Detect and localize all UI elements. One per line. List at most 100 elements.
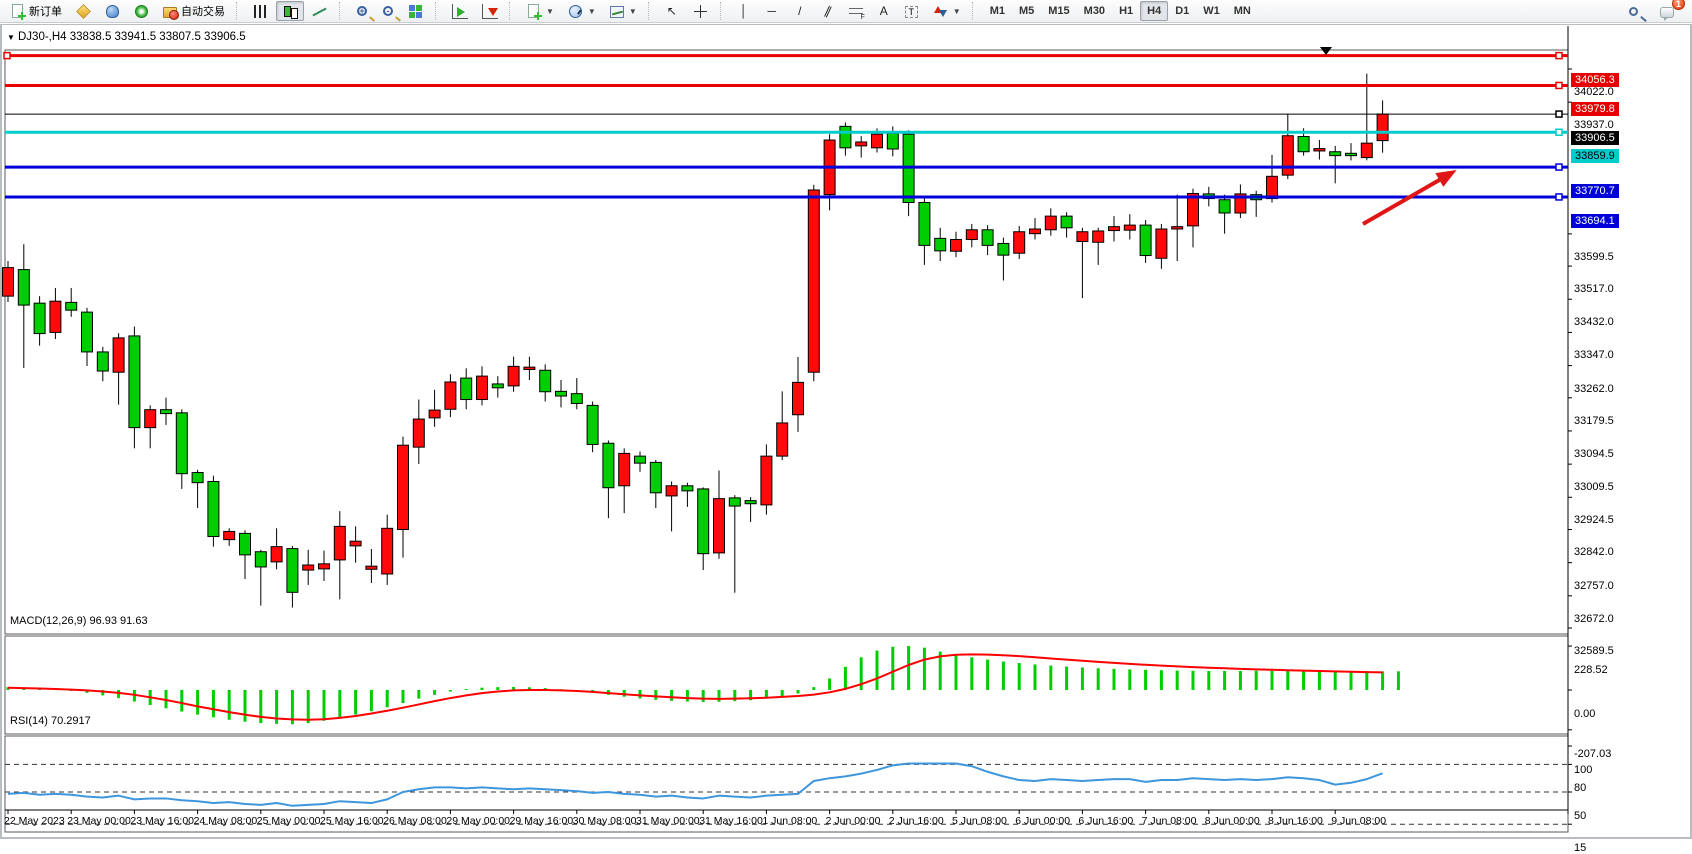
community-button[interactable] bbox=[99, 1, 126, 21]
candle bbox=[555, 380, 567, 408]
new-order-icon bbox=[12, 4, 26, 20]
vertical-line-button[interactable]: │ bbox=[731, 1, 757, 21]
zoom-out-button[interactable]: - bbox=[376, 1, 400, 21]
fibonacci-icon bbox=[848, 5, 865, 21]
search-icon bbox=[1629, 6, 1638, 16]
templates-button[interactable]: ▼ bbox=[604, 1, 643, 21]
auto-scroll-button[interactable] bbox=[446, 1, 474, 21]
signals-button[interactable] bbox=[128, 1, 155, 21]
timeframe-group: M1 M5 M15 M30 H1 H4 D1 W1 MN bbox=[983, 1, 1258, 21]
trend-arrow-object[interactable] bbox=[1362, 173, 1449, 226]
timeframe-m30-button[interactable]: M30 bbox=[1083, 5, 1106, 17]
timeframe-m5-button[interactable]: M5 bbox=[1018, 5, 1035, 17]
line-handle[interactable] bbox=[1555, 193, 1563, 201]
line-handle[interactable] bbox=[3, 51, 11, 60]
cursor-button[interactable]: ↖ bbox=[659, 1, 685, 21]
auto-trading-button[interactable]: 自动交易 bbox=[157, 1, 231, 21]
time-axis-label: 31 May 00:00 bbox=[636, 815, 700, 827]
price-axis-tick: 33599.5 bbox=[1574, 250, 1614, 263]
candle bbox=[2, 261, 14, 302]
candle bbox=[1345, 143, 1357, 161]
rsi-axis-label: 80 bbox=[1574, 782, 1587, 795]
line-handle[interactable] bbox=[1555, 110, 1563, 118]
candle bbox=[254, 549, 267, 606]
timeframe-w1-button[interactable]: W1 bbox=[1203, 5, 1220, 17]
pane-border bbox=[4, 735, 1569, 833]
candle bbox=[1123, 214, 1136, 240]
time-axis-label: 31 May 16:00 bbox=[699, 815, 763, 827]
chevron-down-icon: ▼ bbox=[952, 6, 961, 16]
timeframe-m1-button[interactable]: M1 bbox=[989, 5, 1005, 17]
chevron-down-icon: ▼ bbox=[628, 6, 637, 16]
indicators-button[interactable]: ▼ bbox=[520, 1, 560, 21]
auto-trading-icon bbox=[163, 6, 179, 20]
candle bbox=[412, 399, 425, 464]
trendline-button[interactable]: / bbox=[787, 1, 813, 21]
line-handle[interactable] bbox=[1555, 128, 1563, 137]
candle bbox=[1029, 218, 1041, 240]
candle bbox=[491, 376, 504, 398]
line-handle[interactable] bbox=[1555, 51, 1563, 60]
timeframe-d1-button[interactable]: D1 bbox=[1175, 5, 1190, 17]
candle bbox=[807, 184, 820, 382]
bar-chart-icon bbox=[254, 4, 267, 18]
tile-windows-icon bbox=[408, 4, 424, 19]
text-button[interactable]: A bbox=[871, 1, 897, 21]
candle bbox=[33, 296, 46, 346]
rsi-axis-label: 15 bbox=[1574, 842, 1587, 854]
toolbar-separator bbox=[339, 2, 345, 20]
line-handle[interactable] bbox=[1555, 81, 1563, 90]
new-order-button[interactable]: 新订单 bbox=[4, 1, 68, 21]
time-axis-label: 6 Jun 16:00 bbox=[1078, 815, 1134, 827]
pane-border bbox=[4, 635, 1569, 735]
arrows-button[interactable]: ▼ bbox=[926, 1, 967, 21]
candle bbox=[760, 444, 773, 515]
tile-windows-button[interactable] bbox=[402, 1, 430, 21]
timeframe-mn-button[interactable]: MN bbox=[1233, 5, 1251, 17]
price-axis-tick: 33937.0 bbox=[1574, 119, 1614, 132]
chart-shift-button[interactable] bbox=[476, 1, 504, 21]
candle bbox=[191, 469, 204, 509]
line-chart-button[interactable] bbox=[306, 1, 334, 21]
candlestick-chart-button[interactable] bbox=[276, 1, 304, 21]
text-label-button[interactable]: T bbox=[899, 1, 924, 21]
crosshair-button[interactable] bbox=[687, 1, 715, 21]
time-axis-label: 23 May 00:00 bbox=[67, 815, 131, 827]
new-order-label: 新订单 bbox=[29, 6, 62, 18]
zoom-in-button[interactable]: + bbox=[350, 1, 374, 21]
macd-indicator-label: MACD(12,26,9) 96.93 91.63 bbox=[10, 615, 148, 627]
candle bbox=[96, 346, 109, 382]
text-label-icon: T bbox=[904, 5, 918, 18]
candle bbox=[839, 122, 852, 156]
candle bbox=[665, 481, 678, 532]
timeframe-h4-button[interactable]: H4 bbox=[1140, 1, 1169, 21]
auto-trading-label: 自动交易 bbox=[181, 6, 225, 18]
candle bbox=[855, 136, 868, 158]
chat-button[interactable]: 1 bbox=[1654, 0, 1685, 21]
periods-button[interactable]: ▼ bbox=[562, 1, 602, 21]
candle bbox=[1234, 184, 1247, 219]
channel-button[interactable]: ∥ bbox=[815, 1, 841, 21]
horizontal-line-icon: ─ bbox=[767, 3, 777, 18]
trend-arrow-head[interactable] bbox=[1435, 170, 1457, 187]
chart-canvas[interactable] bbox=[0, 24, 1692, 839]
macd-signal-line bbox=[7, 653, 1383, 721]
horizontal-line-button[interactable]: ─ bbox=[759, 1, 785, 21]
candle bbox=[239, 530, 251, 580]
chevron-down-icon: ▼ bbox=[546, 6, 554, 16]
chart-window[interactable]: ▼ DJ30-,H4 33838.5 33941.5 33807.5 33906… bbox=[0, 24, 1692, 854]
clock-icon bbox=[568, 4, 582, 18]
candle bbox=[444, 374, 457, 418]
bar-chart-button[interactable] bbox=[247, 1, 274, 21]
price-axis-tick: 33262.0 bbox=[1574, 382, 1614, 395]
styler-button[interactable] bbox=[70, 1, 97, 21]
line-handle[interactable] bbox=[1555, 163, 1563, 171]
search-button[interactable] bbox=[1621, 1, 1646, 21]
candle bbox=[507, 356, 520, 392]
triangle-marker[interactable] bbox=[1320, 47, 1332, 55]
timeframe-h1-button[interactable]: H1 bbox=[1119, 5, 1134, 17]
candle bbox=[17, 244, 30, 368]
fibonacci-button[interactable] bbox=[843, 1, 869, 21]
timeframe-m15-button[interactable]: M15 bbox=[1048, 5, 1070, 17]
chart-title-marker: ▼ bbox=[7, 33, 15, 42]
